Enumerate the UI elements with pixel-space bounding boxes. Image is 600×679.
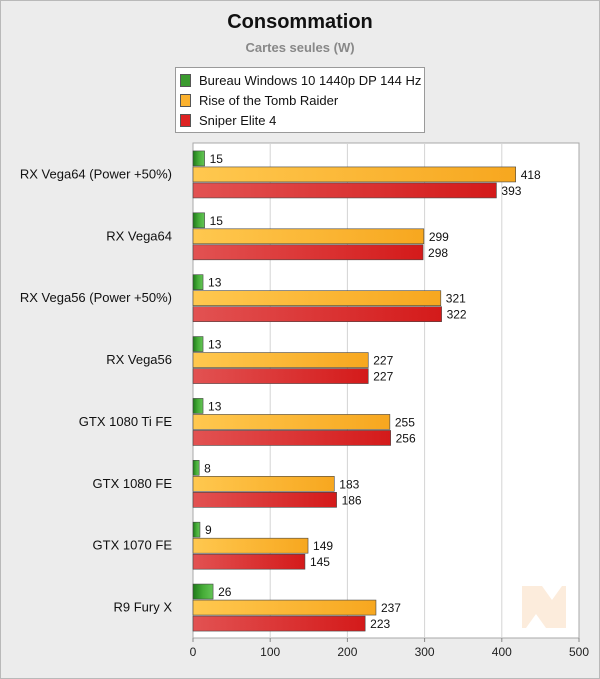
bar-value-label: 9 bbox=[205, 523, 212, 537]
bar-value-label: 13 bbox=[208, 276, 222, 290]
watermark-logo bbox=[522, 586, 566, 628]
bar-rise-of-the-tomb-raider bbox=[192, 414, 391, 430]
bar-value-label: 393 bbox=[501, 184, 521, 198]
bar-value-label: 298 bbox=[428, 246, 448, 260]
bar-bureau-windows-10-1440p-dp-144-hz bbox=[192, 336, 204, 352]
bar-rise-of-the-tomb-raider bbox=[192, 476, 335, 492]
bar-value-label: 299 bbox=[429, 230, 449, 244]
category-label-gtx-1080-fe: GTX 1080 FE bbox=[93, 476, 173, 491]
chart-legend: Bureau Windows 10 1440p DP 144 Hz Rise o… bbox=[175, 67, 425, 133]
bar-value-label: 418 bbox=[521, 168, 541, 182]
bar-bureau-windows-10-1440p-dp-144-hz bbox=[192, 521, 201, 538]
category-label-r9-fury-x: R9 Fury X bbox=[113, 600, 172, 615]
bar-bureau-windows-10-1440p-dp-144-hz bbox=[192, 274, 204, 290]
chart-subtitle: Cartes seules (W) bbox=[245, 40, 355, 55]
category-label-rx-vega56-power-50: RX Vega56 (Power +50%) bbox=[20, 290, 172, 305]
bar-value-label: 322 bbox=[447, 308, 467, 322]
bar-bureau-windows-10-1440p-dp-144-hz bbox=[192, 398, 204, 414]
bar-rise-of-the-tomb-raider bbox=[192, 228, 425, 245]
legend-label-tomb-raider: Rise of the Tomb Raider bbox=[199, 92, 339, 108]
bar-rise-of-the-tomb-raider bbox=[192, 537, 309, 554]
x-tick-label: 0 bbox=[190, 645, 197, 659]
bar-rise-of-the-tomb-raider bbox=[192, 352, 369, 368]
category-label-gtx-1070-fe: GTX 1070 FE bbox=[93, 538, 173, 553]
bar-sniper-elite-4 bbox=[192, 244, 424, 261]
x-tick-label: 300 bbox=[415, 645, 435, 659]
legend-swatch-sniper-elite bbox=[180, 113, 191, 127]
category-label-gtx-1080-ti-fe: GTX 1080 Ti FE bbox=[79, 414, 173, 429]
bar-bureau-windows-10-1440p-dp-144-hz bbox=[192, 212, 205, 229]
bar-value-label: 8 bbox=[204, 461, 211, 475]
category-label-rx-vega64: RX Vega64 bbox=[106, 228, 172, 243]
bar-value-label: 15 bbox=[210, 214, 224, 228]
x-tick-label: 200 bbox=[337, 645, 357, 659]
bar-sniper-elite-4 bbox=[192, 615, 366, 632]
bar-value-label: 321 bbox=[446, 292, 466, 306]
legend-label-sniper-elite: Sniper Elite 4 bbox=[199, 112, 277, 128]
bar-sniper-elite-4 bbox=[192, 306, 442, 322]
x-tick-label: 500 bbox=[569, 645, 589, 659]
legend-swatch-bureau bbox=[180, 73, 191, 87]
bar-value-label: 237 bbox=[381, 601, 401, 615]
category-label-rx-vega64-power-50: RX Vega64 (Power +50%) bbox=[20, 166, 172, 181]
bar-sniper-elite-4 bbox=[192, 553, 306, 570]
bar-value-label: 15 bbox=[210, 152, 224, 166]
bar-rise-of-the-tomb-raider bbox=[192, 166, 516, 183]
legend-item-tomb-raider: Rise of the Tomb Raider bbox=[180, 91, 338, 109]
bar-value-label: 183 bbox=[339, 477, 359, 491]
bar-sniper-elite-4 bbox=[192, 492, 337, 508]
bar-value-label: 13 bbox=[208, 399, 222, 413]
bar-value-label: 227 bbox=[373, 354, 393, 368]
legend-item-bureau: Bureau Windows 10 1440p DP 144 Hz bbox=[180, 71, 421, 89]
bar-sniper-elite-4 bbox=[192, 430, 391, 446]
bar-value-label: 255 bbox=[395, 415, 415, 429]
chart-title: Consommation bbox=[227, 11, 373, 33]
bar-value-label: 26 bbox=[218, 585, 232, 599]
legend-item-sniper-elite: Sniper Elite 4 bbox=[180, 111, 276, 129]
x-tick-label: 100 bbox=[260, 645, 280, 659]
bar-bureau-windows-10-1440p-dp-144-hz bbox=[192, 583, 214, 600]
bar-value-label: 145 bbox=[310, 555, 330, 569]
bar-bureau-windows-10-1440p-dp-144-hz bbox=[192, 150, 205, 167]
bar-sniper-elite-4 bbox=[192, 368, 369, 384]
bar-value-label: 149 bbox=[313, 539, 333, 553]
bar-value-label: 13 bbox=[208, 338, 222, 352]
bar-rise-of-the-tomb-raider bbox=[192, 599, 377, 616]
bar-value-label: 186 bbox=[342, 493, 362, 507]
x-tick-label: 400 bbox=[492, 645, 512, 659]
category-label-rx-vega56: RX Vega56 bbox=[106, 352, 172, 367]
bar-bureau-windows-10-1440p-dp-144-hz bbox=[192, 460, 200, 476]
bar-value-label: 256 bbox=[396, 431, 416, 445]
legend-swatch-tomb-raider bbox=[180, 93, 191, 107]
bar-value-label: 223 bbox=[370, 617, 390, 631]
bar-value-label: 227 bbox=[373, 370, 393, 384]
bar-sniper-elite-4 bbox=[192, 182, 497, 199]
legend-label-bureau: Bureau Windows 10 1440p DP 144 Hz bbox=[199, 72, 422, 88]
bar-rise-of-the-tomb-raider bbox=[192, 290, 442, 306]
